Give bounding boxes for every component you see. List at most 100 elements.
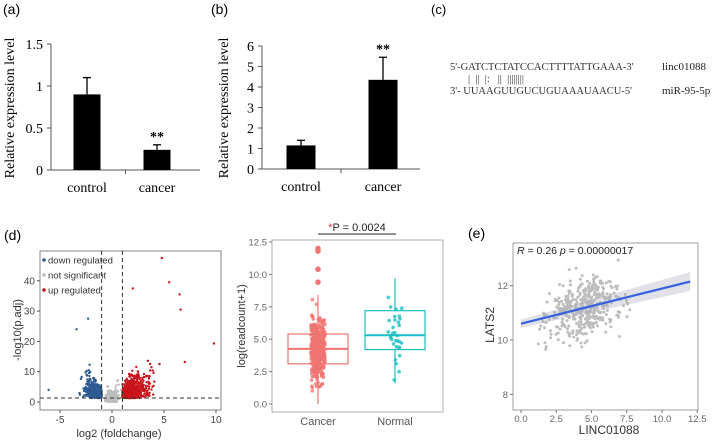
jitter-point bbox=[318, 365, 322, 370]
y-tick-label: 5 bbox=[247, 61, 254, 76]
panel-b-ylabel: Relative expression level bbox=[217, 38, 232, 179]
panel-label-b: (b) bbox=[211, 1, 228, 17]
highlighted-point bbox=[168, 281, 171, 284]
data-point bbox=[547, 292, 551, 296]
y-tick-label: 7.5 bbox=[254, 302, 267, 313]
highlighted-point bbox=[183, 360, 186, 364]
x-tick-label: 5 bbox=[161, 415, 167, 426]
data-point bbox=[582, 323, 586, 327]
y-tick-label: 0.5 bbox=[26, 122, 44, 137]
data-point bbox=[573, 305, 577, 308]
scatter-xlabel: LINC01088 bbox=[579, 423, 640, 437]
data-point bbox=[604, 281, 608, 285]
x-tick-label: Normal bbox=[377, 416, 412, 428]
data-point bbox=[576, 331, 580, 335]
jitter-point bbox=[389, 334, 393, 338]
correlation-scatter: 0.0 2.5 5.0 7.5 10.0 12.5 8 10 12 R = 0.26 p = 0.… bbox=[497, 242, 707, 425]
down-regulated-point bbox=[85, 374, 89, 377]
plot-frame bbox=[271, 239, 444, 413]
highlighted-point bbox=[212, 342, 216, 345]
up-regulated-point bbox=[129, 379, 132, 383]
data-point bbox=[572, 314, 575, 318]
down-regulated-point bbox=[82, 395, 85, 398]
p-value-text: P = 0.0024 bbox=[332, 222, 385, 234]
data-point bbox=[563, 309, 567, 312]
data-point bbox=[625, 315, 629, 319]
data-point bbox=[556, 338, 560, 342]
up-regulated-point bbox=[128, 389, 131, 392]
data-point bbox=[587, 289, 591, 292]
up-regulated-point bbox=[142, 375, 146, 379]
data-point bbox=[588, 281, 592, 285]
y-tick-label: 20 bbox=[24, 337, 36, 348]
outlier-point bbox=[315, 266, 321, 273]
data-point bbox=[595, 275, 599, 279]
jitter-point bbox=[386, 330, 391, 334]
data-point bbox=[575, 321, 578, 325]
jitter-point bbox=[392, 378, 397, 382]
up-regulated-point bbox=[132, 379, 135, 382]
data-point bbox=[596, 324, 600, 328]
data-point bbox=[590, 295, 594, 299]
highlighted-point bbox=[86, 317, 90, 320]
data-point bbox=[605, 292, 609, 296]
up-regulated-point bbox=[148, 362, 152, 366]
jitter-point bbox=[316, 380, 320, 385]
x-tick-label: control bbox=[67, 181, 107, 196]
up-regulated-point bbox=[146, 389, 149, 392]
data-point bbox=[609, 293, 612, 296]
jitter-point bbox=[310, 371, 314, 376]
up-regulated-point bbox=[123, 393, 127, 396]
data-point bbox=[567, 268, 571, 272]
jitter-point bbox=[393, 314, 397, 319]
mir-95-5p-label: miR-95-5p bbox=[662, 85, 711, 97]
data-point bbox=[605, 309, 609, 312]
down-regulated-point bbox=[79, 377, 83, 381]
data-point bbox=[578, 277, 582, 281]
significance-marker: ** bbox=[150, 130, 164, 145]
data-point bbox=[557, 296, 561, 300]
data-point bbox=[588, 323, 592, 327]
jitter-point bbox=[318, 343, 323, 348]
data-point bbox=[618, 335, 621, 338]
jitter-point bbox=[391, 342, 396, 346]
x-tick-label: 2.5 bbox=[550, 414, 563, 425]
data-point bbox=[558, 283, 562, 286]
linc01088-sequence: 5'-GATCTCTATCCACTTTTATTGAAA-3' bbox=[450, 62, 634, 73]
jitter-point bbox=[386, 295, 391, 300]
y-tick-label: 12.5 bbox=[249, 238, 268, 249]
jitter-point bbox=[397, 353, 402, 358]
data-point bbox=[539, 324, 543, 328]
up-regulated-point bbox=[124, 390, 127, 393]
highlighted-point bbox=[47, 388, 50, 392]
panel-label-a: (a) bbox=[3, 1, 20, 17]
data-point bbox=[565, 319, 569, 322]
jitter-point bbox=[321, 323, 325, 328]
data-point bbox=[591, 325, 595, 329]
jitter-point bbox=[310, 384, 314, 389]
data-point bbox=[592, 307, 596, 311]
data-point bbox=[609, 284, 613, 288]
data-point bbox=[554, 325, 558, 329]
down-regulated-point bbox=[97, 387, 101, 391]
y-tick-label: 0 bbox=[247, 163, 254, 178]
data-point bbox=[616, 310, 620, 314]
data-point bbox=[604, 313, 608, 316]
up-regulated-point bbox=[144, 375, 148, 378]
data-point bbox=[594, 320, 598, 324]
data-point bbox=[601, 285, 605, 289]
y-tick-label: 3 bbox=[247, 102, 254, 117]
volcano-plot: -5 0 5 10 0 10 20 30 40 down regulated not signifi… bbox=[24, 250, 222, 426]
up-regulated-point bbox=[140, 395, 143, 398]
up-regulated-point bbox=[126, 386, 129, 389]
data-point bbox=[538, 327, 542, 331]
up-regulated-point bbox=[128, 383, 131, 386]
data-point bbox=[590, 330, 594, 334]
panel-label-e: (e) bbox=[468, 225, 485, 241]
data-point bbox=[576, 337, 580, 341]
x-tick-label: 0.0 bbox=[514, 414, 527, 425]
bar-control bbox=[73, 94, 101, 170]
down-regulated-point bbox=[86, 391, 90, 394]
data-point bbox=[579, 322, 583, 326]
